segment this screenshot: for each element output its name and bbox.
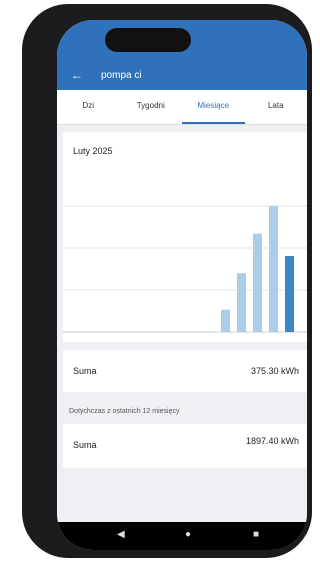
- sum-label: Suma: [73, 366, 97, 376]
- sum-card: Suma 375.30 kWh: [63, 350, 307, 392]
- yearly-card: Suma 1897.40 kWh: [63, 424, 307, 468]
- app-title: pompa ci: [101, 70, 142, 81]
- tab[interactable]: Miesiące: [182, 90, 245, 124]
- nav-back[interactable]: ◀: [117, 529, 125, 540]
- bar[interactable]: [237, 273, 246, 332]
- chart: [63, 132, 307, 342]
- app-bar: ← pompa ci: [57, 20, 307, 90]
- bar[interactable]: [269, 206, 278, 332]
- sum-value: 375.30 kWh: [251, 366, 299, 376]
- tab[interactable]: Tygodni: [120, 90, 183, 124]
- bar[interactable]: [253, 234, 262, 332]
- tab[interactable]: Dzi: [57, 90, 120, 124]
- camera-notch: [105, 28, 191, 52]
- back-button[interactable]: ←: [71, 68, 83, 82]
- nav-bar: ◀ ● ■: [57, 522, 307, 550]
- yearly-value: 1897.40 kWh: [246, 436, 299, 446]
- nav-home[interactable]: ●: [185, 529, 191, 540]
- tab[interactable]: Lata: [245, 90, 308, 124]
- yearly-label: Suma: [73, 440, 97, 450]
- bar[interactable]: [285, 256, 294, 332]
- chart-card: Luty 2025: [63, 132, 307, 342]
- bar[interactable]: [221, 310, 230, 332]
- caption: Dotychczas z ostatnich 12 miesięcy: [69, 408, 180, 415]
- nav-recent[interactable]: ■: [253, 529, 259, 540]
